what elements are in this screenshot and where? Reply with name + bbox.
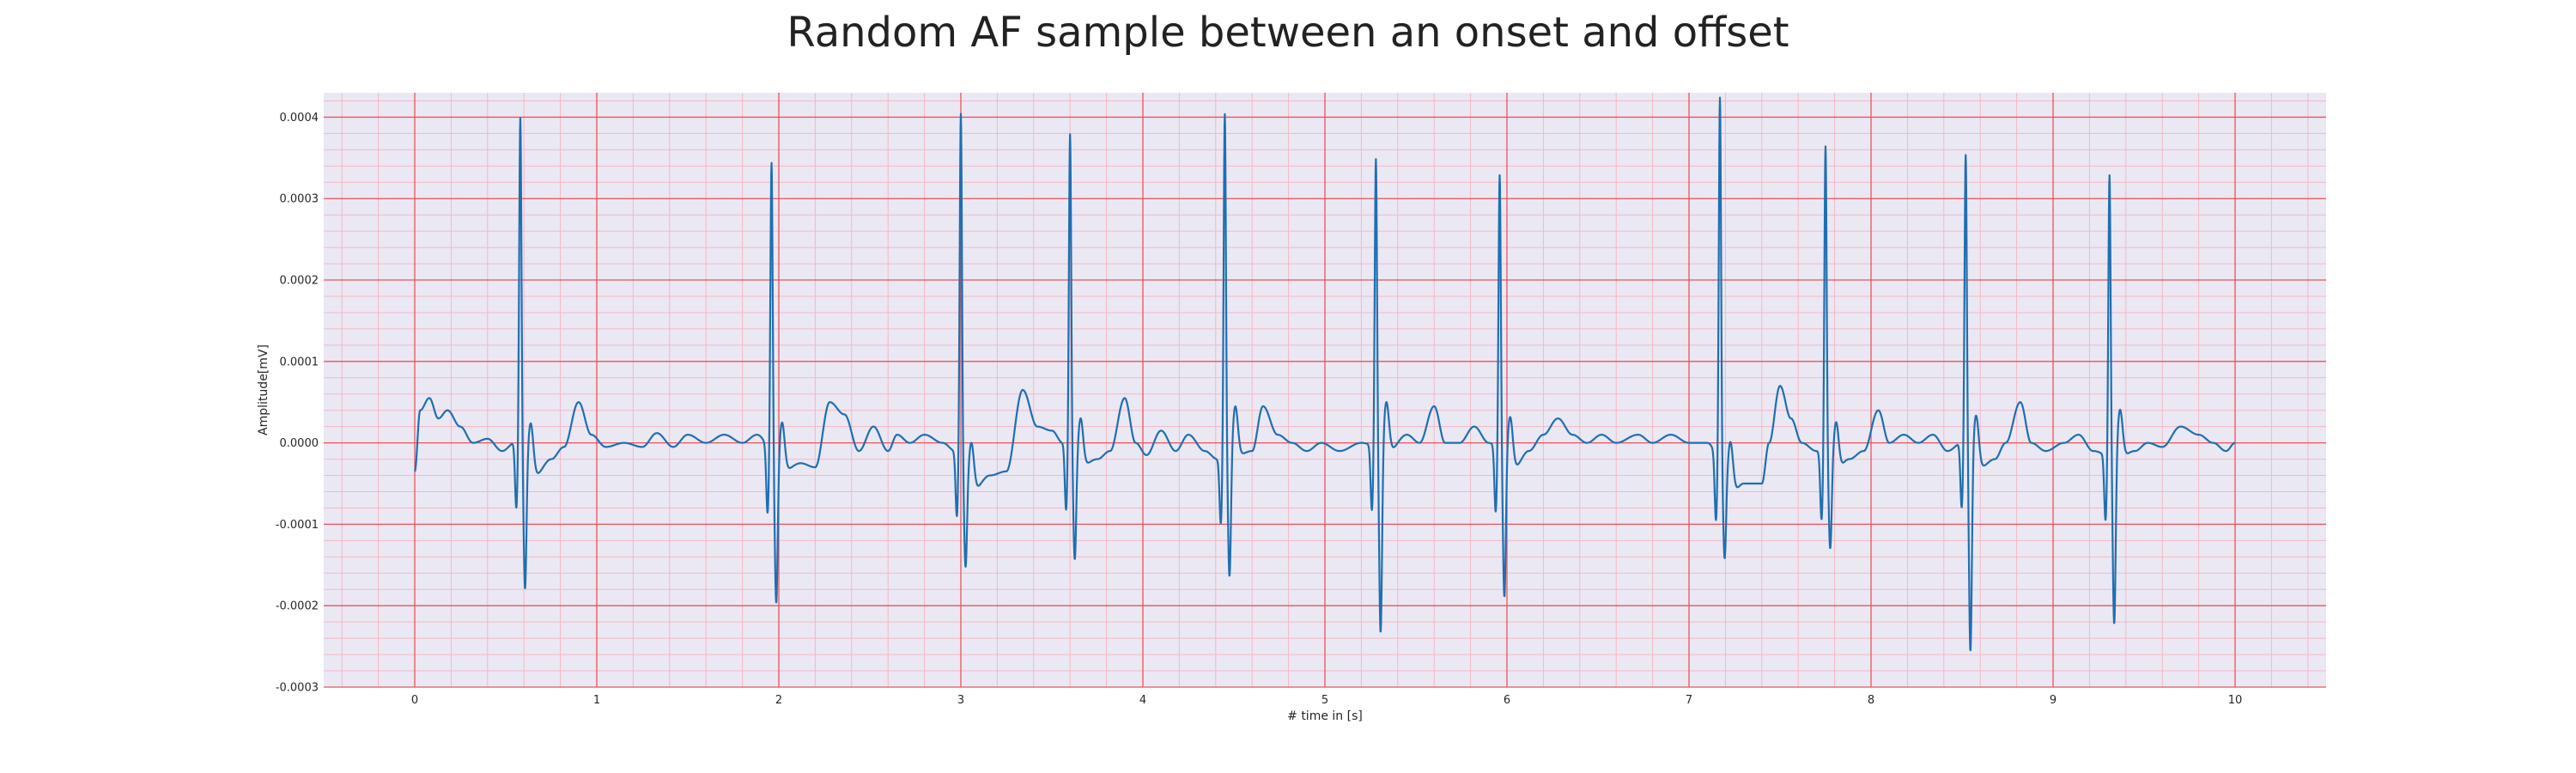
x-tick-label: 10 (2228, 694, 2243, 707)
series-line-ecg (414, 96, 2236, 652)
y-tick-label: 0.0001 (280, 356, 319, 368)
x-tick-label: 6 (1504, 694, 1510, 707)
x-tick-label: 8 (1868, 694, 1874, 707)
y-axis-label: Amplitude[mV] (257, 344, 270, 435)
chart-title: Random AF sample between an onset and of… (787, 9, 1789, 57)
x-tick-label: 0 (411, 694, 418, 707)
x-tick-label: 4 (1139, 694, 1146, 707)
x-tick-label: 5 (1321, 694, 1328, 707)
x-axis-label: # time in [s] (1287, 709, 1363, 723)
y-tick-label: 0.0004 (280, 112, 319, 125)
y-tick-label: 0.0003 (280, 193, 319, 206)
y-tick-label: 0.0002 (280, 275, 319, 288)
x-tick-label: 9 (2050, 694, 2057, 707)
x-tick-label: 2 (775, 694, 782, 707)
x-tick-label: 3 (957, 694, 964, 707)
x-tick-label: 7 (1686, 694, 1692, 707)
y-tick-label: -0.0003 (276, 682, 319, 695)
x-tick-label: 1 (593, 694, 600, 707)
y-tick-label: 0.0000 (280, 437, 319, 450)
x-tick-labels: 0 1 2 3 4 5 6 7 8 9 10 (411, 694, 2242, 707)
y-tick-labels: -0.0003 -0.0002 -0.0001 0.0000 0.0001 0.0002 0… (276, 112, 319, 695)
y-tick-label: -0.0001 (276, 519, 319, 532)
y-tick-label: -0.0002 (276, 600, 319, 613)
